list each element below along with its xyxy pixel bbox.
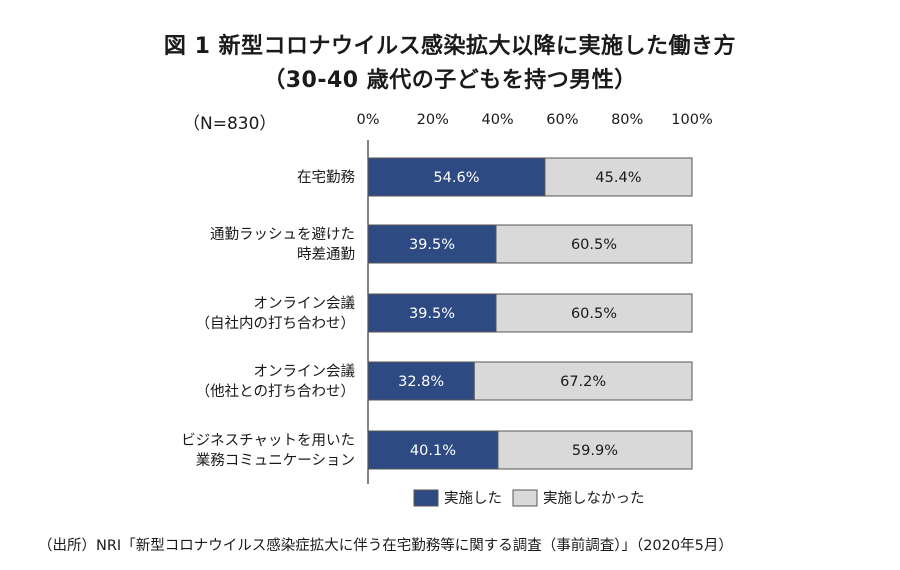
chart-title: 図 1 新型コロナウイルス感染拡大以降に実施した働き方 <box>163 34 737 59</box>
data-label: 32.8% <box>398 374 444 390</box>
x-tick-label: 40% <box>481 112 513 128</box>
bar-segment-not-implemented <box>495 224 693 264</box>
sample-size-label: （N=830） <box>183 114 277 134</box>
category-label: 在宅勤務 <box>297 169 355 186</box>
x-tick-label: 20% <box>417 112 449 128</box>
category-label: オンライン会議 <box>254 362 356 380</box>
data-label: 54.6% <box>433 170 479 186</box>
data-label: 59.9% <box>572 443 618 459</box>
legend-swatch-implemented <box>413 489 439 507</box>
x-tick-label: 60% <box>546 112 578 128</box>
category-label: 時差通勤 <box>297 246 355 263</box>
data-label: 40.1% <box>410 443 456 459</box>
bar-segment-not-implemented <box>544 157 693 197</box>
data-label: 60.5% <box>571 306 617 322</box>
category-label: 業務コミュニケーション <box>196 452 355 469</box>
data-label: 67.2% <box>560 374 606 390</box>
source-note: （出所）NRI「新型コロナウイルス感染症拡大に伴う在宅勤務等に関する調査（事前調… <box>38 538 733 554</box>
legend-label-not-implemented: 実施しなかった <box>543 490 645 507</box>
legend-label-implemented: 実施した <box>444 490 502 507</box>
category-label: 通勤ラッシュを避けた <box>210 226 355 243</box>
bar-segment-implemented <box>367 157 546 197</box>
category-label: （他社との打ち合わせ） <box>196 383 355 400</box>
category-label: ビジネスチャットを用いた <box>181 432 355 449</box>
data-label: 60.5% <box>571 237 617 253</box>
legend-swatch-not-implemented <box>512 489 538 507</box>
bar-segment-implemented <box>367 293 497 333</box>
data-label: 39.5% <box>409 237 455 253</box>
data-label: 39.5% <box>409 306 455 322</box>
x-tick-label: 0% <box>356 112 379 128</box>
bar-segment-implemented <box>367 224 497 264</box>
x-tick-label: 80% <box>611 112 643 128</box>
bar-segment-implemented <box>367 361 475 401</box>
category-label: （自社内の打ち合わせ） <box>196 315 356 332</box>
bar-segment-not-implemented <box>495 293 693 333</box>
bar-segment-not-implemented <box>497 430 693 470</box>
x-tick-label: 100% <box>671 112 712 128</box>
bar-segment-not-implemented <box>473 361 693 401</box>
chart-subtitle: （30-40 歳代の子どもを持つ男性） <box>263 68 637 93</box>
data-label: 45.4% <box>595 170 641 186</box>
category-label: オンライン会議 <box>254 294 356 312</box>
